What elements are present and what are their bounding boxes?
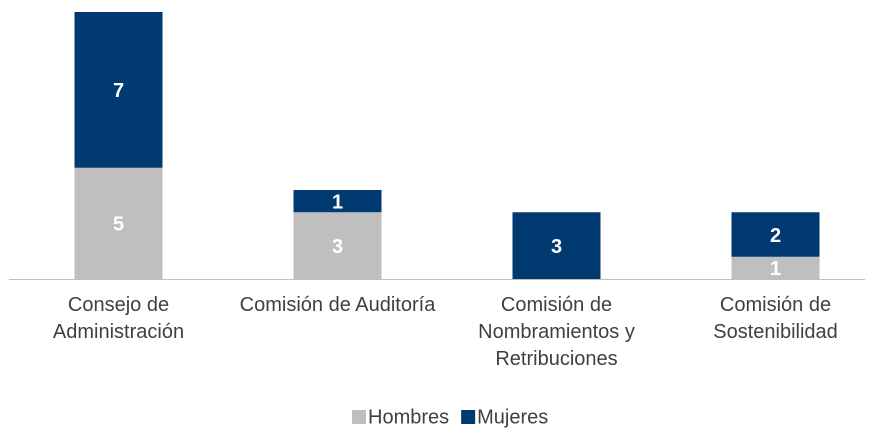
legend-swatch [461,410,476,424]
data-label: 3 [551,236,562,258]
bar-segment [512,212,601,279]
bar-segment [293,212,382,279]
data-label: 3 [332,236,343,258]
bar-segment [74,12,163,168]
data-label: 2 [770,225,781,247]
bar-segment [293,190,382,213]
x-tick-label: Comisión de Nombramientos y Retribucione… [478,294,635,370]
legend-label: Hombres [368,406,449,428]
legend-label: Mujeres [477,406,548,428]
legend-swatch [352,410,366,424]
bar-segment [74,167,163,279]
x-tick-label: Comisión de Auditoría [239,294,436,316]
data-label: 5 [113,214,124,236]
data-label: 1 [332,191,343,213]
x-tick-label: Comisión de Sostenibilidad [713,294,838,343]
bar-segment [731,212,820,257]
x-tick-label: Consejo de Administración [52,294,185,343]
bar-segment [731,256,820,279]
data-label: 7 [113,80,124,102]
data-label: 1 [770,258,781,280]
